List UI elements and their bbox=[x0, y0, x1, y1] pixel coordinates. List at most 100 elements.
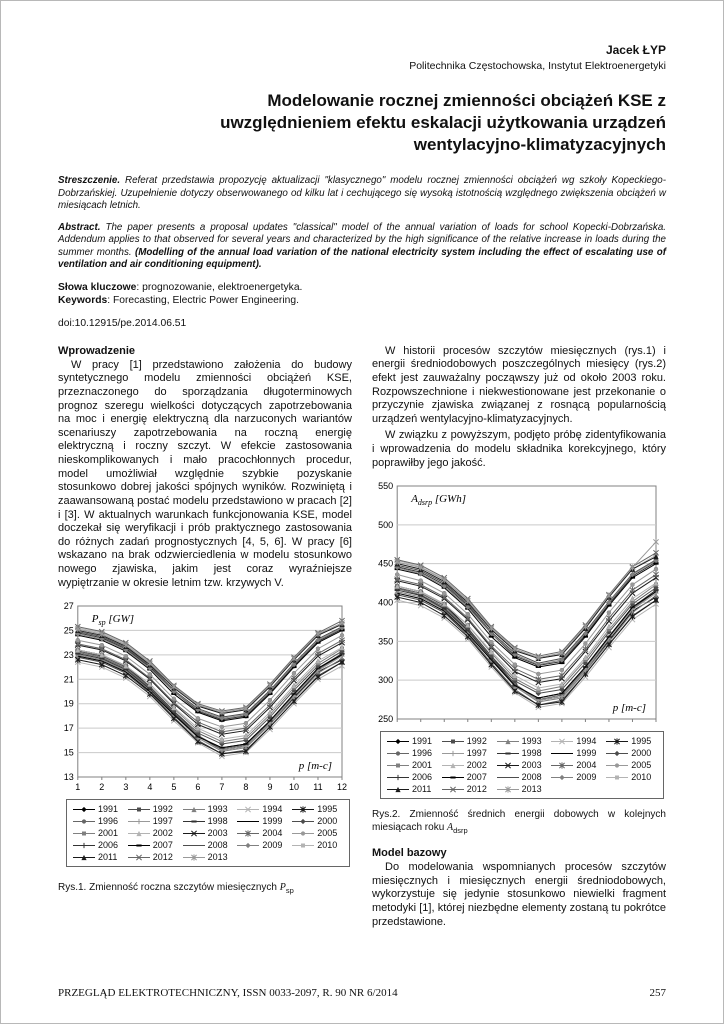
legend-key-icon bbox=[73, 854, 95, 860]
legend-key-icon bbox=[237, 830, 260, 837]
keywords-pl-text: : prognozowanie, elektroenergetyka. bbox=[136, 281, 303, 293]
legend-year-label: 1995 bbox=[317, 804, 338, 815]
legend-item-1994: 1994 bbox=[237, 804, 288, 814]
legend-year-label: 2006 bbox=[98, 840, 119, 851]
legend-item-2011: 2011 bbox=[387, 784, 438, 794]
legend-item-2005: 2005 bbox=[606, 760, 657, 770]
legend-item-1993: 1993 bbox=[496, 736, 548, 746]
legend-year-label: 2000 bbox=[631, 748, 652, 759]
legend-key-icon bbox=[73, 842, 95, 848]
legend-item-2010: 2010 bbox=[606, 772, 657, 782]
legend-item-2012: 2012 bbox=[441, 784, 493, 794]
legend-key-icon bbox=[551, 738, 574, 745]
abstract-en: Abstract. The paper presents a proposal … bbox=[58, 222, 666, 272]
svg-text:8: 8 bbox=[243, 782, 248, 792]
legend-item-2013: 2013 bbox=[182, 852, 234, 863]
svg-text:2: 2 bbox=[99, 782, 104, 792]
legend-key-icon bbox=[292, 843, 315, 848]
legend-key-icon bbox=[127, 830, 150, 836]
svg-text:Adsrp [GWh]: Adsrp [GWh] bbox=[410, 493, 466, 507]
fig2-chart: 250 300 350 400 450 500 550 Adsrp [GWh] p [m-c] bbox=[372, 478, 666, 728]
legend-key-icon bbox=[292, 806, 315, 813]
legend-item-2001: 2001 bbox=[73, 828, 124, 838]
legend-key-icon bbox=[127, 854, 150, 861]
legend-key-icon bbox=[73, 819, 95, 824]
legend-item-1991: 1991 bbox=[387, 736, 438, 746]
legend-key-icon bbox=[182, 854, 205, 861]
keywords-en-text: : Forecasting, Electric Power Engineerin… bbox=[107, 295, 299, 307]
legend-key-icon bbox=[292, 818, 315, 824]
fig1-caption-subscript: sp bbox=[285, 886, 294, 896]
page-footer: PRZEGLĄD ELEKTROTECHNICZNY, ISSN 0033-20… bbox=[58, 987, 666, 999]
legend-year-label: 2009 bbox=[262, 840, 283, 851]
legend-year-label: 2009 bbox=[576, 772, 597, 783]
legend-year-label: 2010 bbox=[631, 772, 652, 783]
intro-paragraph: W pracy [1] przedstawiono założenia do b… bbox=[58, 358, 352, 589]
legend-key-icon bbox=[441, 750, 464, 756]
abstract-pl: Streszczenie. Referat przedstawia propoz… bbox=[58, 175, 666, 213]
legend-key-icon bbox=[441, 776, 464, 779]
legend-item-1999: 1999 bbox=[551, 748, 602, 758]
legend-item-2007: 2007 bbox=[441, 772, 493, 783]
svg-text:p [m-c]: p [m-c] bbox=[298, 760, 332, 772]
legend-item-1993: 1993 bbox=[182, 804, 234, 814]
svg-text:21: 21 bbox=[64, 675, 74, 685]
legend-key-icon bbox=[606, 763, 629, 768]
legend-key-icon bbox=[182, 830, 205, 837]
legend-key-icon bbox=[237, 842, 260, 848]
legend-year-label: 2001 bbox=[412, 760, 433, 771]
legend-year-label: 2001 bbox=[98, 828, 119, 839]
legend-key-icon bbox=[182, 806, 205, 812]
legend-item-2007: 2007 bbox=[127, 840, 179, 850]
legend-year-label: 1994 bbox=[262, 804, 283, 815]
legend-item-1997: 1997 bbox=[441, 748, 493, 758]
legend-year-label: 2013 bbox=[521, 784, 542, 795]
fig2-caption-symbol: A bbox=[447, 821, 454, 833]
legend-item-2002: 2002 bbox=[127, 828, 179, 838]
legend-item-2000: 2000 bbox=[606, 748, 657, 758]
legend-year-label: 2012 bbox=[152, 852, 173, 863]
svg-text:19: 19 bbox=[64, 699, 74, 709]
legend-year-label: 1997 bbox=[152, 816, 173, 827]
paper-title: Modelowanie rocznej zmienności obciążeń … bbox=[220, 91, 666, 154]
model-heading: Model bazowy bbox=[372, 847, 447, 860]
legend-key-icon bbox=[496, 738, 519, 744]
legend-key-icon bbox=[237, 806, 260, 813]
svg-text:9: 9 bbox=[267, 782, 272, 792]
legend-item-2013: 2013 bbox=[496, 784, 548, 795]
legend-key-icon bbox=[292, 831, 315, 836]
keywords-pl: Słowa kluczowe: prognozowanie, elektroen… bbox=[58, 281, 666, 294]
legend-year-label: 2006 bbox=[412, 772, 433, 783]
svg-text:12: 12 bbox=[337, 782, 347, 792]
legend-item-1996: 1996 bbox=[387, 748, 438, 758]
figure-2: 250 300 350 400 450 500 550 Adsrp [GWh] p [m-c] … bbox=[372, 478, 666, 835]
fig2-caption-text: Rys.2. Zmienność średnich energii dobowy… bbox=[372, 809, 666, 833]
legend-year-label: 2000 bbox=[317, 816, 338, 827]
legend-year-label: 2007 bbox=[466, 772, 487, 783]
two-column-body: Wprowadzenie W pracy [1] przedstawiono z… bbox=[58, 345, 666, 933]
legend-item-1997: 1997 bbox=[127, 816, 179, 827]
svg-text:11: 11 bbox=[313, 782, 322, 792]
legend-item-1992: 1992 bbox=[127, 804, 179, 814]
svg-text:300: 300 bbox=[378, 676, 393, 686]
legend-year-label: 2002 bbox=[466, 760, 487, 771]
legend-item-1994: 1994 bbox=[551, 736, 602, 746]
legend-year-label: 2013 bbox=[207, 852, 228, 863]
legend-year-label: 1994 bbox=[576, 736, 597, 747]
legend-key-icon bbox=[182, 844, 205, 846]
legend-key-icon bbox=[127, 818, 150, 824]
svg-text:17: 17 bbox=[64, 723, 74, 733]
legend-key-icon bbox=[387, 751, 409, 756]
legend-key-icon bbox=[496, 776, 519, 778]
footer-journal: PRZEGLĄD ELEKTROTECHNICZNY, ISSN 0033-20… bbox=[58, 987, 398, 999]
legend-year-label: 1998 bbox=[521, 748, 542, 759]
abstract-pl-label: Streszczenie. bbox=[58, 175, 121, 187]
keywords-en-label: Keywords bbox=[58, 295, 108, 307]
legend-item-1992: 1992 bbox=[441, 736, 493, 747]
legend-year-label: 1992 bbox=[466, 736, 487, 747]
legend-item-2008: 2008 bbox=[182, 840, 234, 850]
abstract-en-text: The paper presents a proposal updates "c… bbox=[58, 221, 666, 258]
legend-item-2010: 2010 bbox=[292, 840, 343, 850]
legend-item-2000: 2000 bbox=[292, 816, 343, 826]
